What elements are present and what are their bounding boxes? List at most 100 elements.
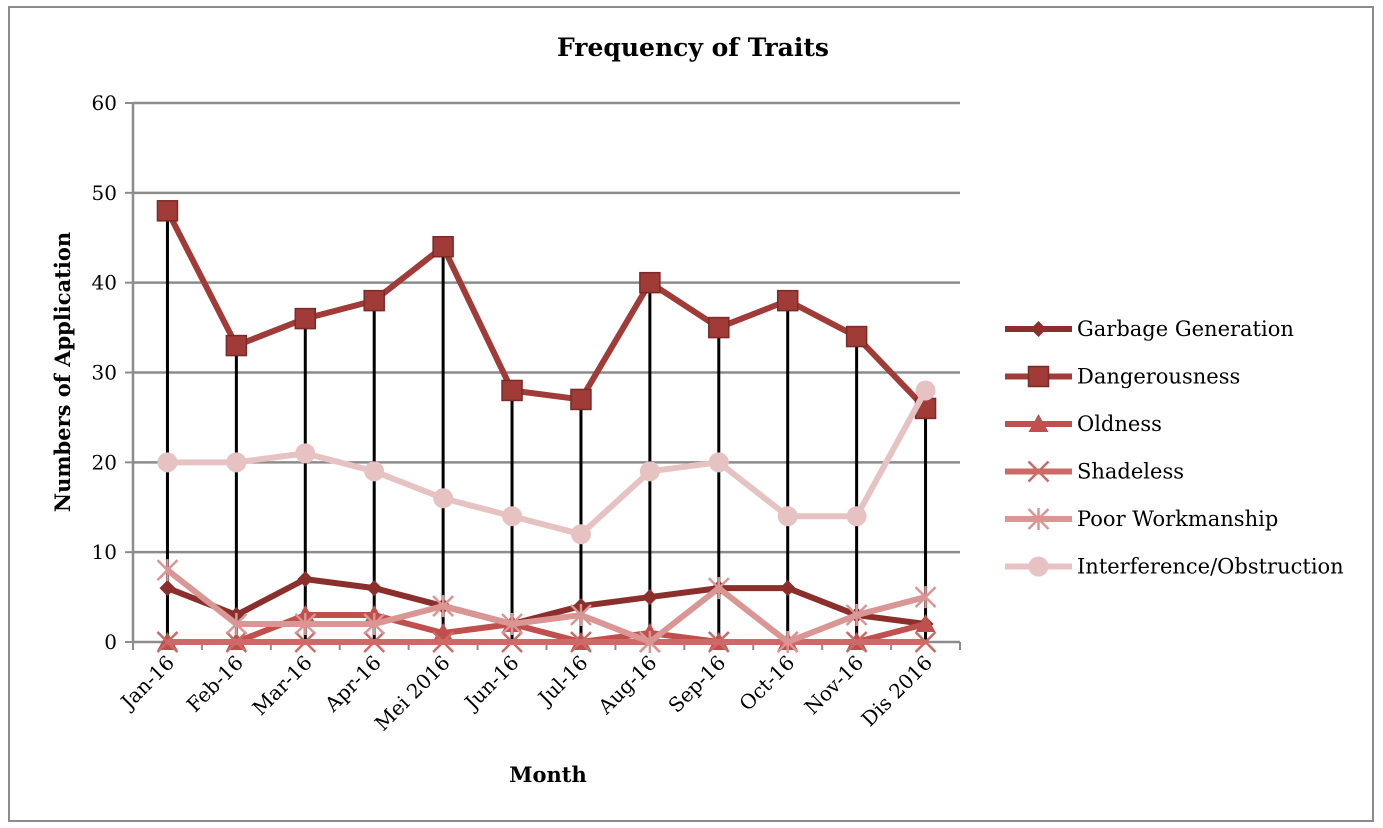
legend-label: Oldness <box>1077 412 1162 436</box>
data-point <box>779 580 796 597</box>
legend-label: Dangerousness <box>1077 365 1240 389</box>
data-point <box>156 559 179 582</box>
y-tick-label: 50 <box>92 181 117 205</box>
legend-item: Interference/Obstruction <box>1005 555 1344 579</box>
y-tick-label: 40 <box>92 271 117 295</box>
data-point <box>708 452 729 473</box>
series-line <box>164 209 928 411</box>
data-point <box>294 631 317 653</box>
data-point <box>570 388 592 411</box>
data-point <box>501 613 523 636</box>
legend: Garbage Generation Dangerousness Oldness Sh… <box>1005 317 1344 579</box>
axes <box>131 103 961 650</box>
legend-label: Shadeless <box>1077 460 1184 484</box>
data-point <box>363 613 386 636</box>
y-tick-label: 10 <box>92 540 117 564</box>
data-point <box>570 524 591 545</box>
data-point <box>432 595 455 618</box>
series-2 <box>156 200 937 420</box>
gridlines <box>125 101 960 643</box>
legend-marker <box>1027 365 1050 388</box>
series-4 <box>156 631 937 653</box>
y-tick-label: 0 <box>104 630 117 654</box>
data-point <box>225 631 248 653</box>
data-point <box>845 325 868 348</box>
y-tick-label: 60 <box>92 91 117 115</box>
data-point <box>638 631 661 653</box>
data-point <box>156 631 179 653</box>
data-point <box>845 631 868 653</box>
data-point <box>501 379 523 402</box>
data-point <box>570 604 592 627</box>
data-point <box>776 631 799 653</box>
legend-item: Poor Workmanship <box>1005 507 1278 531</box>
data-point <box>502 506 523 527</box>
data-point <box>776 289 799 312</box>
series-line <box>167 389 929 538</box>
data-point <box>225 613 248 636</box>
x-axis-title: Month <box>509 762 587 787</box>
data-point <box>501 631 523 653</box>
legend-marker <box>1030 321 1047 337</box>
y-tick-label: 30 <box>92 361 117 385</box>
legend-label: Poor Workmanship <box>1077 507 1278 531</box>
legend-label: Interference/Obstruction <box>1077 555 1344 579</box>
legend-item: Shadeless <box>1005 460 1184 484</box>
data-point <box>433 488 454 509</box>
legend-marker <box>1027 460 1050 483</box>
data-point <box>914 631 937 653</box>
series-5 <box>156 559 937 653</box>
data-point <box>641 589 658 606</box>
data-point <box>570 631 592 653</box>
data-point <box>157 452 178 473</box>
data-point <box>366 580 383 597</box>
x-tick-label: Nov-16 <box>800 651 869 720</box>
legend-marker <box>1027 508 1050 530</box>
y-tick-labels: 0 10 20 30 40 50 60 <box>92 91 117 654</box>
data-point <box>639 271 661 294</box>
series-group <box>156 200 937 653</box>
data-point <box>294 307 317 330</box>
legend-label: Garbage Generation <box>1077 317 1294 341</box>
data-point <box>707 577 730 600</box>
data-point <box>225 334 248 357</box>
data-point <box>295 443 316 464</box>
data-point <box>915 614 936 633</box>
data-point <box>845 604 868 627</box>
x-tick-label: Jun-16 <box>459 651 524 716</box>
x-tick-label: Dis 2016 <box>857 651 938 732</box>
data-point <box>708 316 730 339</box>
series-line <box>166 576 926 628</box>
drop-lines <box>165 210 928 642</box>
x-tick-label: Jul-16 <box>532 651 592 711</box>
data-point <box>846 506 867 527</box>
data-point <box>159 580 176 597</box>
x-tick-label: Aug-16 <box>593 651 662 720</box>
x-tick-label: Sep-16 <box>663 651 730 718</box>
data-point <box>226 452 247 473</box>
series-6 <box>157 380 936 545</box>
y-axis-title: Numbers of Application <box>50 232 75 512</box>
data-point <box>297 571 314 588</box>
data-point <box>639 461 660 482</box>
x-tick-label: Mar-16 <box>247 651 316 720</box>
legend-marker <box>1028 414 1049 432</box>
legend-item: Oldness <box>1005 412 1162 436</box>
data-point <box>777 506 798 527</box>
legend-item: Dangerousness <box>1005 365 1240 389</box>
data-point <box>915 380 936 401</box>
x-tick-label: Feb-16 <box>182 651 248 717</box>
data-point <box>707 631 730 653</box>
x-tick-label: Mei 2016 <box>370 651 455 736</box>
data-point <box>432 631 455 653</box>
data-point <box>364 461 385 482</box>
data-point <box>294 613 317 636</box>
data-point <box>432 235 454 258</box>
x-tick-label: Oct-16 <box>734 651 799 716</box>
series-line <box>165 567 927 645</box>
data-point <box>363 631 386 653</box>
legend-marker <box>1028 556 1049 577</box>
y-tick-label: 20 <box>92 450 117 474</box>
